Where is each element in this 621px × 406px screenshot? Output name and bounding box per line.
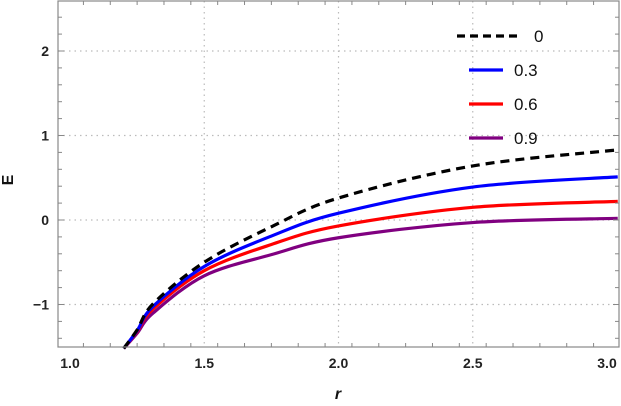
- y-tick-label: 1: [41, 128, 49, 144]
- x-tick-labels: 1.0 1.5 2.0 2.5 3.0: [60, 355, 617, 371]
- y-tick-labels: −1 0 1 2: [33, 43, 49, 313]
- legend-label: 0.6: [514, 95, 538, 114]
- legend-item-0-3: 0.3: [469, 61, 538, 80]
- series-line-0-6: [122, 199, 618, 350]
- legend-item-0-6: 0.6: [469, 95, 538, 114]
- legend-item-0: 0: [457, 27, 543, 46]
- x-tick-label: 1.5: [195, 355, 215, 371]
- y-tick-label: 0: [41, 212, 49, 228]
- x-tick-label: 2.5: [463, 355, 483, 371]
- legend-label: 0: [534, 27, 543, 46]
- series-line-0-9: [122, 216, 618, 350]
- plot-frame: [57, 0, 620, 348]
- legend-item-0-9: 0.9: [469, 129, 538, 148]
- x-tick-label: 2.0: [329, 355, 349, 371]
- legend: 0 0.3 0.6 0.9: [457, 27, 543, 148]
- y-tick-label: 2: [41, 43, 49, 59]
- legend-label: 0.9: [514, 129, 538, 148]
- axis-ticks: [58, 1, 619, 347]
- x-tick-label: 1.0: [60, 355, 80, 371]
- data-series: [122, 148, 618, 350]
- series-line-0: [122, 148, 618, 350]
- x-axis-title: r: [335, 386, 342, 403]
- y-axis-title: E: [0, 174, 17, 185]
- legend-label: 0.3: [514, 61, 538, 80]
- y-tick-label: −1: [33, 297, 49, 313]
- grid-lines: [58, 1, 619, 347]
- x-tick-label: 3.0: [597, 355, 617, 371]
